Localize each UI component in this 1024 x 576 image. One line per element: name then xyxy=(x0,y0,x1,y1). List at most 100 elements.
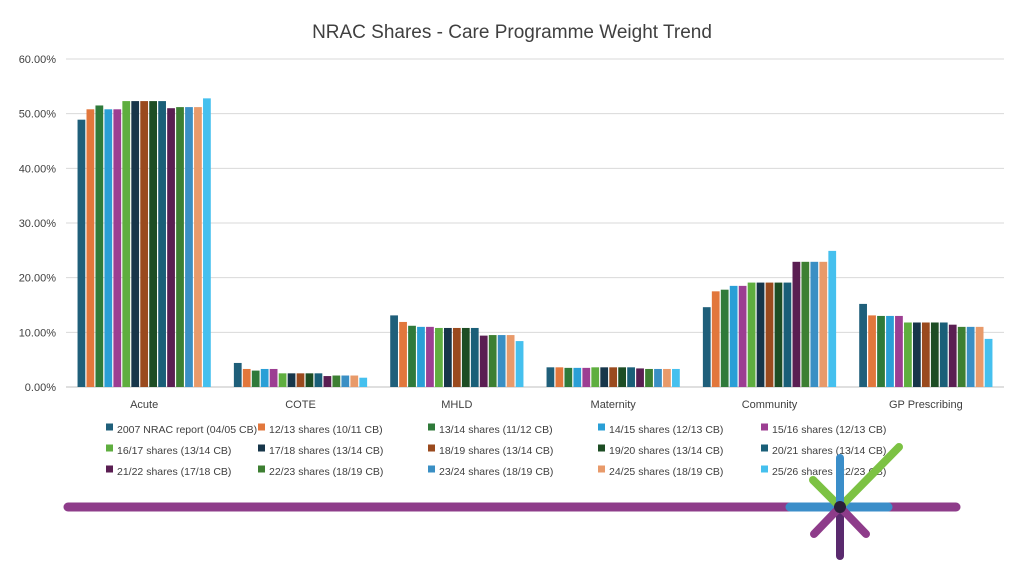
bar xyxy=(895,315,903,387)
legend-swatch xyxy=(598,423,605,431)
legend-swatch xyxy=(598,444,605,452)
legend-label: 23/24 shares (18/19 CB) xyxy=(439,466,553,478)
bar xyxy=(984,338,993,387)
bar xyxy=(546,367,555,387)
bar xyxy=(930,322,939,387)
bar xyxy=(506,335,515,387)
bar xyxy=(305,373,314,387)
legend-swatch xyxy=(106,444,113,452)
bar xyxy=(242,368,251,387)
bar xyxy=(233,362,242,387)
bar xyxy=(86,109,95,387)
gridlines xyxy=(66,58,1004,388)
bar xyxy=(426,326,434,387)
bar xyxy=(801,261,810,387)
x-category-label: Community xyxy=(742,399,798,411)
x-category-label: COTE xyxy=(285,399,316,411)
bar xyxy=(260,368,269,387)
bar xyxy=(711,291,720,387)
star-center xyxy=(834,501,846,513)
bar xyxy=(810,261,819,387)
legend-swatch xyxy=(428,423,435,431)
bar xyxy=(966,326,975,387)
legend-label: 25/26 shares (22/23 CB) xyxy=(772,466,886,478)
y-axis-ticks: 0.00% 10.00% 20.00% 30.00% 40.00% 50.00% 60.00… xyxy=(19,54,57,394)
bar xyxy=(729,285,738,387)
star-arm xyxy=(836,443,903,511)
bar xyxy=(104,109,113,387)
y-tick-label: 30.00% xyxy=(19,218,57,230)
bar xyxy=(435,327,443,387)
bar xyxy=(314,373,323,387)
bar xyxy=(564,367,573,387)
bar xyxy=(792,261,801,387)
x-category-label: Acute xyxy=(130,399,158,411)
bar xyxy=(122,101,131,388)
y-tick-label: 20.00% xyxy=(19,273,57,285)
legend-label: 21/22 shares (17/18 CB) xyxy=(117,466,231,478)
bar xyxy=(672,368,680,387)
bar xyxy=(341,375,350,387)
legend: 2007 NRAC report (04/05 CB) 12/13 shares … xyxy=(106,423,886,478)
bar xyxy=(663,368,671,387)
bar xyxy=(868,315,876,387)
bar xyxy=(443,327,452,387)
bar xyxy=(859,303,867,387)
bar xyxy=(702,307,711,387)
star-arm xyxy=(809,476,844,511)
bar xyxy=(390,315,398,387)
bar xyxy=(756,282,765,387)
legend-swatch xyxy=(761,423,768,431)
bar xyxy=(738,285,747,387)
bar xyxy=(113,109,122,387)
bar xyxy=(747,282,756,387)
bar xyxy=(886,315,894,387)
bar xyxy=(149,101,158,388)
bar xyxy=(452,327,461,387)
bar xyxy=(645,368,653,387)
bar xyxy=(359,377,368,387)
bar xyxy=(819,261,828,387)
star-arm xyxy=(836,503,870,538)
bar xyxy=(479,335,488,387)
y-tick-label: 40.00% xyxy=(19,163,57,175)
bar xyxy=(167,108,175,387)
legend-label: 19/20 shares (13/14 CB) xyxy=(609,445,723,457)
bar xyxy=(399,321,407,387)
bar xyxy=(912,322,921,387)
bar xyxy=(350,375,359,387)
bar xyxy=(828,250,837,387)
legend-swatch xyxy=(106,423,113,431)
bar xyxy=(515,341,524,387)
bar xyxy=(783,282,792,387)
bar xyxy=(203,98,211,388)
y-tick-label: 0.00% xyxy=(25,382,56,394)
bar xyxy=(296,373,305,387)
bar xyxy=(176,107,184,388)
legend-label: 2007 NRAC report (04/05 CB) xyxy=(117,424,257,436)
bar xyxy=(627,367,635,387)
x-category-label: MHLD xyxy=(441,399,472,411)
bar xyxy=(600,367,609,387)
legend-label: 24/25 shares (18/19 CB) xyxy=(609,466,723,478)
legend-swatch xyxy=(258,465,265,473)
bar xyxy=(251,370,260,387)
bar xyxy=(269,368,278,387)
x-category-label: GP Prescribing xyxy=(889,399,963,411)
legend-label: 18/19 shares (13/14 CB) xyxy=(439,445,553,457)
bar xyxy=(774,282,783,387)
legend-swatch xyxy=(761,465,768,473)
bar xyxy=(488,335,497,387)
bar xyxy=(323,376,332,387)
legend-label: 22/23 shares (18/19 CB) xyxy=(269,466,383,478)
bar xyxy=(582,367,591,387)
legend-swatch xyxy=(428,444,435,452)
legend-swatch xyxy=(258,444,265,452)
star-arm xyxy=(810,503,844,538)
bar xyxy=(939,322,948,387)
legend-swatch xyxy=(598,465,605,473)
bar xyxy=(975,326,984,387)
legend-swatch xyxy=(258,423,265,431)
bar-series xyxy=(77,98,993,388)
